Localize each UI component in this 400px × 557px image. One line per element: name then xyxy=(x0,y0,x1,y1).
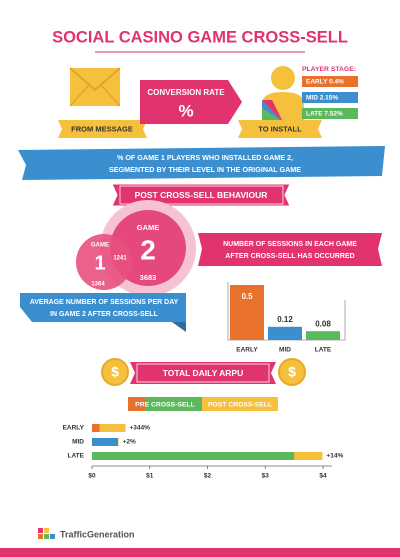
caption-banner xyxy=(18,146,385,180)
post-banner xyxy=(111,183,291,207)
bar xyxy=(92,438,118,446)
x-tick-label: $1 xyxy=(146,473,154,480)
envelope-icon xyxy=(69,67,121,107)
conversion-label: CONVERSION RATE xyxy=(147,88,225,97)
caption-line: SEGMENTED BY THEIR LEVEL IN THE ORIGINAL… xyxy=(109,165,301,174)
person-icon xyxy=(262,66,304,122)
stage-swatch xyxy=(302,76,358,87)
conversion-symbol: % xyxy=(178,101,193,120)
change-label: +344% xyxy=(129,425,150,432)
x-tick-label: $0 xyxy=(88,473,96,480)
post-banner-border xyxy=(119,185,284,205)
change-label: +14% xyxy=(326,453,343,460)
to-banner xyxy=(238,120,322,138)
venn-game: 1 xyxy=(94,252,105,274)
from-label: FROM MESSAGE xyxy=(71,124,133,133)
venn-label: GAME xyxy=(91,243,109,249)
x-tick-label: $2 xyxy=(204,473,212,480)
title: SOCIAL CASINO GAME CROSS-SELL xyxy=(52,28,348,46)
sessions-caption: IN GAME 2 AFTER CROSS-SELL xyxy=(50,311,159,318)
from-banner xyxy=(58,120,147,138)
bar xyxy=(92,452,295,460)
stage-swatch xyxy=(302,92,358,103)
banner-fold xyxy=(172,322,186,332)
venn xyxy=(76,200,196,296)
change-label: +2% xyxy=(123,439,136,446)
logo-icon xyxy=(38,528,55,539)
conversion-arrow xyxy=(140,80,242,124)
legend-swatch xyxy=(146,397,202,411)
coin-symbol: $ xyxy=(288,364,296,380)
coin-icon xyxy=(101,358,129,386)
data-label: 0.5 xyxy=(241,292,253,301)
bar xyxy=(230,285,264,340)
logo-text: TrafficGeneration xyxy=(60,529,135,539)
category-label: LATE xyxy=(68,453,85,460)
legend-swatch xyxy=(202,397,278,411)
venn-number: 1241 xyxy=(113,256,127,262)
venn-number: 3683 xyxy=(140,273,157,282)
category-label: EARLY xyxy=(236,347,258,354)
stage-label: MID 2.15% xyxy=(306,95,338,102)
x-tick-label: $4 xyxy=(319,473,327,480)
sessions-caption: AVERAGE NUMBER OF SESSIONS PER DAY xyxy=(30,299,179,306)
venn-caption-banner xyxy=(198,233,382,266)
legend-title: PLAYER STAGE: xyxy=(302,66,356,73)
x-tick-label: $3 xyxy=(262,473,270,480)
sessions-caption-banner xyxy=(20,293,186,322)
coin-symbol: $ xyxy=(111,364,119,380)
category-label: MID xyxy=(279,347,291,354)
bar xyxy=(92,424,126,432)
venn-game: 2 xyxy=(140,234,156,265)
venn-label: GAME xyxy=(137,223,160,232)
legend-label: PRE CROSS-SELL xyxy=(135,401,195,408)
venn-caption: NUMBER OF SESSIONS IN EACH GAME xyxy=(223,241,357,248)
arpu-title: TOTAL DAILY ARPU xyxy=(163,368,243,378)
arpu-banner-border xyxy=(136,363,270,383)
caption-line: % OF GAME 1 PLAYERS WHO INSTALLED GAME 2… xyxy=(117,153,293,162)
legend-swatch xyxy=(128,397,146,411)
footer-bar xyxy=(0,548,400,557)
category-label: MID xyxy=(72,439,84,446)
stage-swatch xyxy=(302,108,358,119)
coin-icon xyxy=(278,358,306,386)
stage-label: EARLY 0.4% xyxy=(306,79,344,86)
bar xyxy=(268,326,302,340)
category-label: LATE xyxy=(315,347,332,354)
arpu-banner xyxy=(130,362,276,384)
bar xyxy=(306,331,340,340)
data-label: 0.08 xyxy=(315,319,331,328)
category-label: EARLY xyxy=(63,425,85,432)
venn-caption: AFTER CROSS-SELL HAS OCCURRED xyxy=(225,253,354,260)
data-label: 0.12 xyxy=(277,315,293,324)
legend-label: POST CROSS-SELL xyxy=(208,401,272,408)
to-label: TO INSTALL xyxy=(258,124,302,133)
bar xyxy=(92,424,100,432)
venn-number: 1364 xyxy=(91,282,105,288)
stage-label: LATE 7.52% xyxy=(306,111,343,118)
post-title: POST CROSS-SELL BEHAVIOUR xyxy=(135,190,268,200)
